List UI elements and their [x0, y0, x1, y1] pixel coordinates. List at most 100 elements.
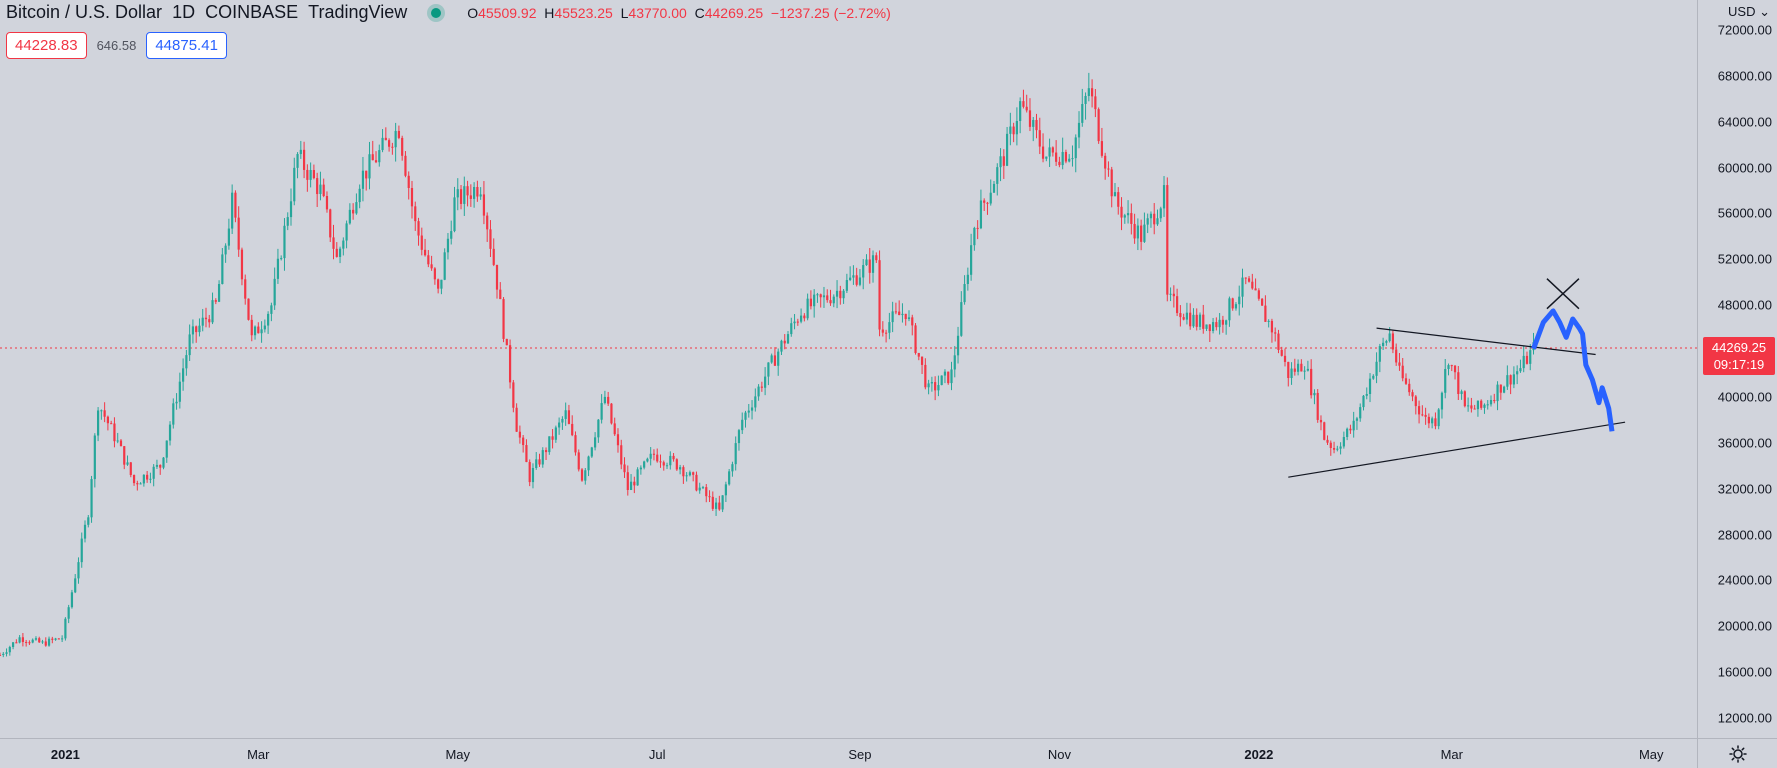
price-tick: 36000.00 [1717, 435, 1772, 451]
candle [1068, 154, 1071, 163]
candle [437, 278, 440, 294]
candle [1182, 313, 1185, 321]
candle [1444, 358, 1447, 399]
candle [191, 319, 195, 344]
candle [584, 468, 587, 485]
symbol-title[interactable]: Bitcoin / U.S. Dollar 1D COINBASE Tradin… [6, 2, 408, 22]
currency-selector[interactable]: USD ⌄ [1728, 4, 1770, 19]
candle [1398, 353, 1401, 371]
time-axis[interactable]: 2021 Mar May Jul Sep Nov 2022 Mar May [0, 738, 1697, 768]
candle [322, 178, 325, 198]
candle [119, 439, 123, 447]
candle [963, 275, 966, 305]
candle [1274, 327, 1277, 342]
candle [77, 557, 80, 584]
candle [535, 452, 538, 470]
candle [473, 182, 476, 208]
candle [1002, 149, 1005, 179]
candle [459, 184, 463, 210]
candle [358, 184, 361, 209]
candle [816, 292, 819, 303]
chart-header: Bitcoin / U.S. Dollar 1D COINBASE Tradin… [6, 2, 891, 23]
candle [414, 201, 417, 231]
candle [721, 495, 724, 513]
candle [914, 323, 917, 355]
upper-trendline[interactable] [1376, 327, 1596, 356]
candle [679, 464, 682, 475]
candle [1123, 213, 1126, 224]
candle [1336, 445, 1339, 452]
candle [1411, 389, 1414, 402]
x-mark-icon[interactable] [1546, 278, 1580, 310]
chart-settings-corner[interactable] [1697, 738, 1777, 768]
candle [1306, 360, 1309, 372]
candle [1172, 285, 1175, 308]
candle [1525, 351, 1529, 365]
price-chart[interactable] [0, 0, 1697, 738]
candle [316, 172, 319, 208]
candle [8, 645, 11, 656]
chart-area[interactable] [0, 0, 1697, 738]
candle [87, 514, 90, 528]
candle [1290, 362, 1293, 385]
candle [234, 190, 237, 223]
candle [564, 402, 567, 426]
settings-icon[interactable] [1729, 744, 1747, 763]
candle [1162, 176, 1166, 217]
candle [195, 325, 198, 343]
candle [312, 164, 315, 180]
candle [1143, 212, 1146, 243]
candle [718, 495, 721, 511]
candle [1480, 399, 1483, 410]
candle [1362, 394, 1365, 411]
candle [793, 314, 796, 330]
candle [1251, 273, 1254, 290]
lower-trendline[interactable] [1288, 421, 1626, 478]
candle [613, 417, 616, 436]
candle [25, 639, 28, 647]
candle [1365, 387, 1368, 400]
candle [1342, 431, 1345, 449]
candle [806, 293, 809, 321]
candle [646, 457, 649, 463]
candle [1035, 113, 1038, 139]
candle [1519, 359, 1522, 373]
candle [1028, 98, 1032, 132]
quote-panel: 44228.83 646.58 44875.41 [6, 32, 227, 59]
candle [433, 267, 436, 285]
buy-button[interactable]: 44875.41 [146, 32, 227, 59]
candle [1502, 385, 1506, 394]
candle [741, 412, 744, 434]
candle [260, 321, 263, 343]
candle [571, 415, 574, 437]
candle [1146, 213, 1149, 234]
candle [47, 636, 51, 647]
candle [168, 421, 172, 446]
candle [531, 463, 535, 489]
candle [705, 484, 708, 503]
candle [1113, 182, 1117, 197]
candle [2, 651, 5, 658]
candle [61, 635, 64, 643]
candle [1247, 276, 1251, 283]
candle [152, 464, 155, 487]
candle [1179, 305, 1182, 327]
sell-button[interactable]: 44228.83 [6, 32, 87, 59]
candle [1104, 152, 1107, 180]
candle [129, 461, 132, 478]
candle [146, 471, 149, 483]
candle [149, 472, 152, 484]
candle [1421, 405, 1424, 417]
projection-path[interactable] [1531, 308, 1615, 432]
candle [1404, 373, 1408, 385]
candle [1032, 116, 1035, 142]
candle [803, 313, 806, 322]
candle [450, 220, 453, 245]
candle [898, 300, 901, 316]
candle [1107, 161, 1110, 177]
candle [593, 432, 597, 451]
candle [1015, 107, 1018, 146]
candle [708, 490, 711, 503]
candle [489, 220, 492, 257]
time-tick: May [1638, 747, 1664, 762]
